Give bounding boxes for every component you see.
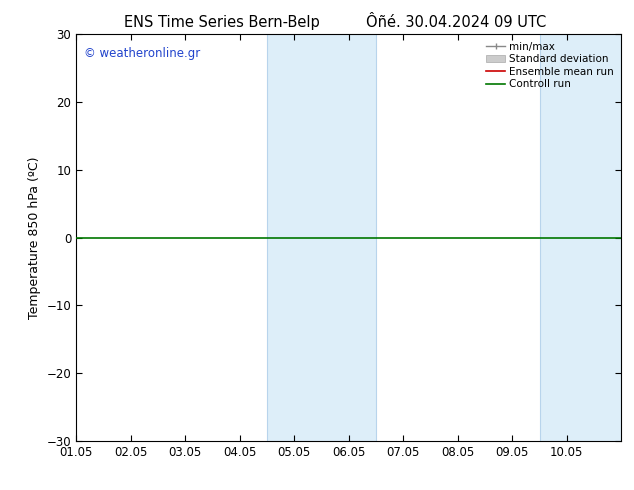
Bar <box>540 34 621 441</box>
Y-axis label: Temperature 850 hPa (ºC): Temperature 850 hPa (ºC) <box>28 156 41 319</box>
Text: © weatheronline.gr: © weatheronline.gr <box>84 47 200 59</box>
Text: Ôñé. 30.04.2024 09 UTC: Ôñé. 30.04.2024 09 UTC <box>366 15 547 30</box>
Legend: min/max, Standard deviation, Ensemble mean run, Controll run: min/max, Standard deviation, Ensemble me… <box>484 40 616 92</box>
Bar <box>267 34 376 441</box>
Text: ENS Time Series Bern-Belp: ENS Time Series Bern-Belp <box>124 15 320 30</box>
